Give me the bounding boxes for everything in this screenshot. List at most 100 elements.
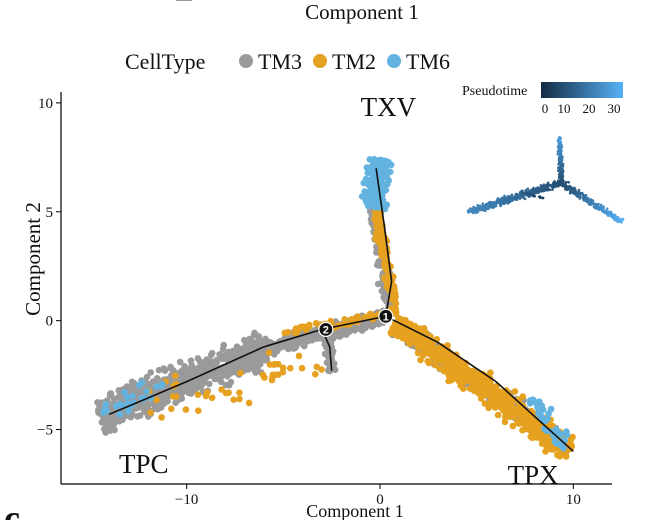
axes: Component 2 Component 1: [21, 92, 612, 520]
point-tm2: [378, 229, 386, 236]
point-tm2: [519, 426, 526, 434]
pseudotime-tick-label: 0: [542, 101, 549, 116]
point-tm2: [171, 372, 179, 380]
branch-point-2: 2: [318, 321, 334, 337]
point-tm2: [487, 397, 495, 404]
point-tm2: [509, 422, 517, 430]
point-tm3: [233, 348, 241, 356]
point-tm3: [304, 338, 311, 345]
point-tm3: [254, 363, 262, 371]
point-tm3: [178, 367, 186, 375]
inset-point: [503, 194, 506, 198]
point-tm2: [383, 267, 391, 275]
point-tm3: [252, 343, 260, 351]
inset-point: [518, 197, 522, 200]
point-tm2: [194, 391, 202, 399]
point-tm2: [472, 376, 479, 384]
point-tm6: [551, 438, 558, 445]
point-tm3: [141, 407, 148, 414]
inset-point: [479, 206, 482, 210]
point-tm2: [403, 336, 410, 343]
point-tm2: [556, 451, 563, 458]
inset-point: [589, 198, 593, 201]
branch-point-label: 2: [323, 324, 329, 336]
inset-point: [511, 199, 514, 202]
point-tm2: [265, 349, 273, 357]
point-tm2: [502, 410, 510, 418]
inset-point: [540, 185, 543, 188]
point-tm2: [245, 399, 253, 407]
inset-point: [499, 204, 503, 208]
point-tm2: [292, 329, 300, 337]
branch-point-label: 1: [383, 311, 389, 323]
point-tm2: [485, 404, 492, 412]
point-tm2: [374, 220, 382, 227]
pseudotime-tick-label: 30: [608, 101, 621, 116]
point-tm3: [111, 426, 118, 434]
branch-point-1: 1: [378, 308, 394, 324]
point-tm2: [390, 324, 397, 331]
point-tm3: [185, 386, 192, 394]
point-tm6: [563, 428, 570, 436]
inset-point: [497, 201, 501, 204]
branch-point-marker: [378, 308, 394, 324]
point-tm3: [143, 373, 151, 381]
inset-point: [584, 194, 588, 197]
inset-point: [558, 166, 561, 169]
point-tm3: [241, 336, 248, 344]
inset-point: [467, 210, 471, 214]
point-tm6: [358, 193, 366, 200]
point-tm6: [383, 158, 390, 166]
point-tm2: [361, 313, 369, 321]
inset-point: [541, 196, 544, 200]
point-tm6: [547, 405, 555, 413]
point-tm2: [501, 418, 509, 426]
point-tm3: [231, 368, 238, 376]
inset-point: [508, 199, 511, 202]
inset-point: [597, 208, 600, 211]
point-tm6: [129, 392, 136, 400]
point-tm3: [107, 390, 115, 397]
inset-point: [481, 202, 485, 205]
inset-point: [526, 187, 530, 191]
point-tm3: [253, 332, 261, 339]
x-axis-label: Component 1: [306, 501, 404, 520]
inset-point: [577, 189, 580, 193]
inset-point: [476, 210, 480, 214]
point-tm2: [445, 371, 452, 379]
y-tick-label: 10: [38, 96, 53, 112]
point-tm6: [373, 192, 381, 200]
inset-point: [535, 186, 538, 190]
point-tm3: [222, 381, 230, 389]
point-tm2: [436, 345, 444, 353]
legend-label-tm6: TM6: [406, 49, 450, 74]
pseudotime-tick-label: 10: [558, 101, 571, 116]
inset-point: [593, 206, 597, 209]
inset-point: [565, 185, 568, 188]
point-tm2: [508, 402, 516, 410]
inset-point: [559, 152, 563, 156]
point-tm3: [220, 341, 227, 349]
point-tm3: [176, 358, 184, 366]
point-tm3: [218, 369, 226, 377]
point-tm2: [518, 416, 525, 424]
inset-point: [534, 191, 538, 195]
point-tm2: [312, 370, 319, 378]
trajectory-branch-tpx: [385, 315, 574, 452]
inset-point: [557, 182, 561, 185]
point-tm6: [382, 201, 390, 208]
point-tm3: [188, 380, 195, 388]
pseudotime-legend-title: Pseudotime: [462, 84, 527, 99]
point-tm2: [508, 409, 516, 417]
point-tm2: [414, 349, 422, 357]
point-tm6: [101, 406, 108, 413]
point-tm3: [208, 358, 215, 365]
inset-point: [525, 192, 528, 195]
point-tm2: [500, 391, 507, 399]
inset-point: [583, 196, 587, 199]
inset-point: [603, 211, 607, 214]
inset-point: [478, 208, 482, 212]
point-tm3: [144, 400, 151, 408]
x-tick-label: 0: [376, 492, 384, 508]
inset-point: [520, 194, 523, 198]
